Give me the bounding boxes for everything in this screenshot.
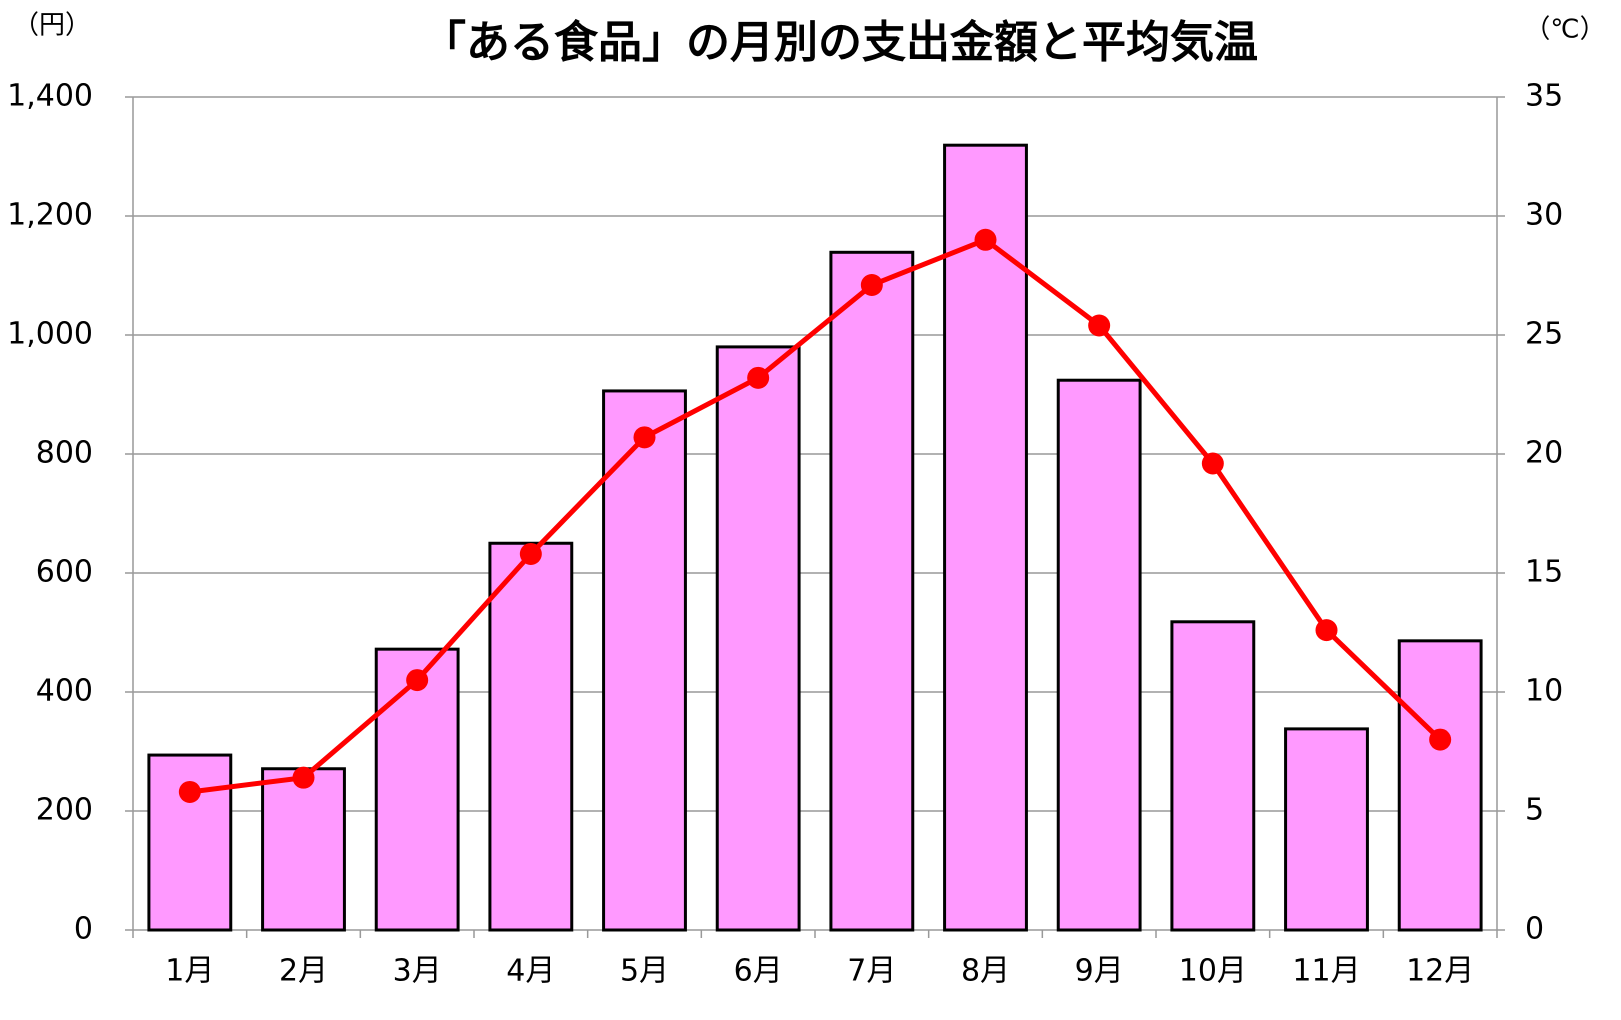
x-tick-label: 8月 [961, 954, 1010, 989]
x-tick-label: 7月 [847, 954, 896, 989]
line-point [1315, 619, 1338, 642]
bar [261, 767, 346, 932]
line-point [292, 766, 315, 789]
chart-title: 「ある食品」の月別の支出金額と平均気温 [422, 17, 1258, 68]
x-tick-label: 1月 [165, 954, 214, 989]
y2-tick-label: 15 [1525, 555, 1563, 590]
x-tick-label: 2月 [279, 954, 328, 989]
y2-tick-label: 20 [1525, 436, 1563, 471]
line-point [747, 366, 770, 389]
y-tick-label: 400 [36, 674, 93, 709]
line-point [519, 542, 542, 565]
y-tick-label: 800 [36, 436, 93, 471]
y-tick-label: 200 [36, 793, 93, 828]
bar [1397, 639, 1483, 932]
bar [1170, 620, 1256, 932]
line-point [1201, 452, 1224, 475]
x-tick-label: 6月 [734, 954, 783, 989]
bar [943, 143, 1028, 932]
y-tick-label: 600 [36, 555, 93, 590]
y-tick-label: 1,400 [7, 79, 93, 114]
bar [488, 541, 574, 932]
y2-tick-label: 0 [1525, 912, 1544, 947]
line-point [1429, 728, 1452, 751]
bar [829, 250, 915, 932]
line-point [406, 669, 429, 692]
x-tick-label: 11月 [1292, 954, 1360, 989]
y2-tick-label: 35 [1525, 79, 1563, 114]
x-tick-label: 5月 [620, 954, 669, 989]
y-axis-label: （円） [13, 11, 91, 41]
y-tick-label: 1,200 [7, 198, 93, 233]
bar [715, 345, 801, 932]
y2-axis-label: （℃） [1524, 15, 1605, 45]
bar [374, 647, 460, 932]
y2-tick-label: 30 [1525, 198, 1563, 233]
bar [1056, 378, 1142, 932]
bar [1284, 727, 1369, 932]
y-tick-label: 1,000 [7, 317, 93, 352]
line-point [178, 780, 201, 803]
x-tick-label: 9月 [1075, 954, 1124, 989]
y2-tick-label: 10 [1525, 674, 1563, 709]
x-tick-label: 4月 [506, 954, 555, 989]
bar [602, 389, 687, 932]
x-tick-label: 12月 [1406, 954, 1474, 989]
y2-tick-label: 25 [1525, 317, 1563, 352]
line-point [860, 274, 883, 297]
line-point [974, 228, 997, 251]
line [189, 236, 1442, 795]
x-tick-label: 10月 [1179, 954, 1247, 989]
y2-tick-label: 5 [1525, 793, 1544, 828]
x-tick-label: 3月 [393, 954, 442, 989]
line-point [633, 426, 656, 449]
y-tick-label: 0 [74, 912, 93, 947]
line-point [1088, 314, 1111, 337]
